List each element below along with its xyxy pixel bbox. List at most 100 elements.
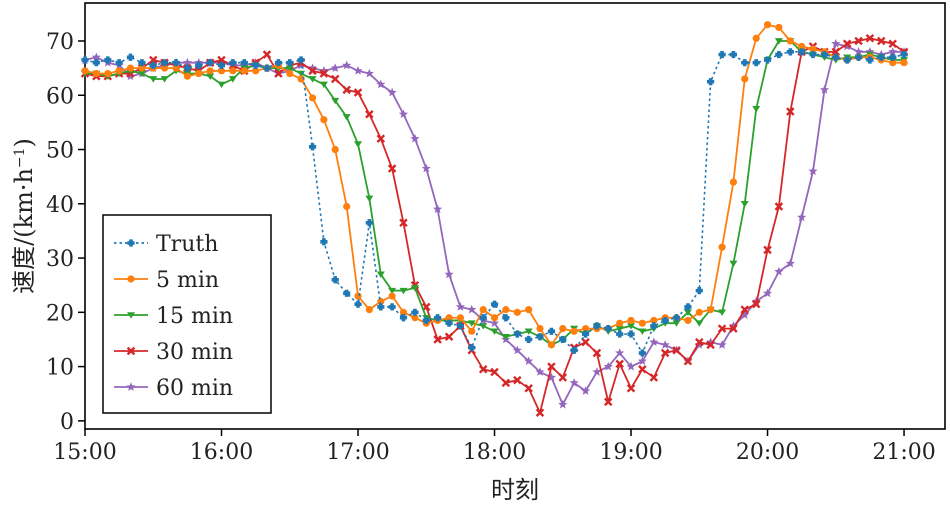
data-point [308, 76, 317, 83]
data-point [672, 320, 681, 327]
data-point [353, 88, 363, 97]
data-point [592, 348, 602, 358]
data-point [342, 114, 351, 121]
data-point [547, 327, 556, 335]
data-point [330, 74, 340, 84]
data-point [888, 47, 898, 56]
data-point [706, 337, 716, 347]
data-point [536, 325, 544, 333]
data-point [365, 219, 373, 227]
data-point [183, 64, 191, 72]
data-point [513, 308, 521, 316]
data-point [809, 50, 817, 59]
data-point [808, 166, 818, 176]
data-point [650, 322, 658, 330]
data-point [865, 34, 875, 43]
data-point [411, 314, 419, 322]
data-point [229, 59, 237, 67]
data-point [217, 67, 226, 75]
data-point [149, 61, 157, 70]
data-point [478, 365, 488, 374]
data-point [718, 50, 726, 59]
data-point [422, 316, 430, 325]
x-axis-title: 时刻 [491, 476, 539, 504]
data-point [603, 361, 613, 371]
legend-label: Truth [156, 232, 218, 257]
data-point [581, 330, 590, 338]
data-point [718, 243, 726, 251]
data-point [831, 38, 841, 48]
data-point [172, 64, 180, 72]
data-point [774, 38, 783, 45]
data-point [399, 308, 408, 316]
data-point [524, 384, 533, 393]
data-point [307, 63, 318, 72]
data-point [399, 287, 408, 295]
y-tick-label: 30 [46, 247, 74, 272]
data-point [786, 48, 794, 56]
data-point [137, 70, 146, 78]
data-point [489, 318, 500, 328]
data-point [694, 340, 704, 349]
data-point [410, 285, 419, 292]
data-point [717, 340, 727, 349]
data-point [672, 314, 681, 322]
data-point [535, 367, 545, 376]
data-point [683, 356, 693, 366]
data-point [525, 306, 533, 314]
data-point [524, 328, 533, 335]
data-point [638, 319, 646, 327]
data-point [274, 59, 283, 67]
data-point [285, 65, 294, 72]
data-point [785, 258, 795, 268]
data-point [206, 59, 214, 67]
data-point [775, 23, 783, 32]
data-point [387, 87, 397, 97]
data-point [661, 316, 669, 325]
data-point [490, 367, 499, 377]
data-point [797, 212, 807, 222]
legend-item-60-min: 60 min [114, 376, 233, 401]
data-point [387, 164, 397, 173]
data-point [762, 288, 773, 298]
data-point [740, 305, 749, 314]
data-point [547, 362, 556, 371]
data-point [411, 308, 419, 316]
data-point [615, 359, 624, 369]
data-point [660, 340, 670, 349]
data-point [331, 97, 340, 105]
data-point [262, 50, 272, 59]
data-point [695, 320, 704, 327]
data-point [559, 335, 567, 344]
data-point [455, 302, 465, 311]
data-point [626, 384, 636, 393]
data-point [889, 53, 897, 61]
data-point [706, 340, 715, 350]
data-point [763, 56, 772, 64]
data-point [502, 314, 510, 322]
x-tick-label: 17:00 [326, 440, 389, 465]
data-point [616, 319, 624, 327]
data-point [377, 297, 385, 306]
data-point [900, 50, 908, 59]
data-point [297, 56, 305, 64]
data-point [786, 107, 795, 116]
data-point [263, 64, 271, 72]
data-point [308, 94, 317, 102]
data-point [183, 72, 191, 80]
data-point [638, 328, 647, 335]
y-tick-label: 40 [46, 193, 74, 218]
data-point [763, 21, 772, 29]
data-point [501, 333, 510, 341]
data-point [774, 202, 784, 211]
data-point [92, 69, 100, 78]
data-point [160, 76, 169, 83]
data-point [627, 330, 635, 338]
data-point [319, 66, 329, 75]
data-point [126, 53, 135, 61]
data-point [728, 321, 738, 330]
x-axis: 15:00 16:00 17:00 18:00 19:00 20:00 21:00 [53, 429, 936, 465]
data-point [854, 36, 863, 46]
data-point [581, 325, 590, 333]
